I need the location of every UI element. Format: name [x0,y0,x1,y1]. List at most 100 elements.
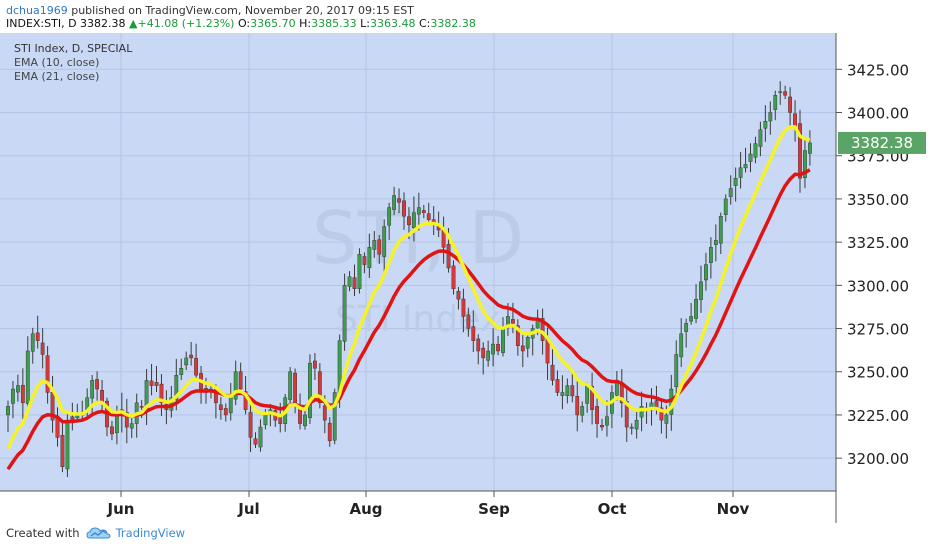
candle-body [768,112,773,122]
candle-body [634,419,639,430]
candle-body [421,210,426,213]
price-chart[interactable]: STI, D STI Index 3425.003400.003375.0033… [0,33,932,523]
candle-body [258,426,263,448]
footer: Created with TradingView [6,526,185,540]
close-value: 3382.38 [430,17,476,30]
high-label: H: [299,17,312,30]
candle-body [11,388,15,404]
candle-body [194,357,198,376]
candle-body [491,343,495,355]
candle-body [377,239,382,255]
candle-body [600,425,604,428]
candle-body [25,350,30,404]
candle-body [629,426,634,429]
candle-body [243,391,248,410]
candle-body [342,285,347,342]
tradingview-brand: TradingView [115,526,186,540]
candle-body [728,188,733,197]
tradingview-link[interactable]: TradingView [86,526,185,540]
price-tick-label: 3275.00 [847,321,909,339]
candle-body [347,276,352,287]
candle-body [313,360,317,369]
candle-body [426,213,431,220]
candle-body [35,332,40,341]
candle-body [65,419,70,470]
candle-body [595,406,599,424]
legend: STI Index, D, SPECIAL EMA (10, close) EM… [14,42,133,83]
candle-body [699,281,703,300]
legend-ema10: EMA (10, close) [14,56,99,69]
price-tick-label: 3200.00 [847,450,909,468]
candle-body [392,195,396,210]
candle-body [317,371,322,404]
candle-body [808,142,812,154]
candle-body [387,207,392,226]
price-tick-label: 3400.00 [847,105,909,123]
candle-body [694,298,698,319]
candle-body [95,379,100,390]
time-axis[interactable]: Jun Jul Aug Sep Oct Nov [107,491,750,518]
candle-body [322,405,327,421]
candle-body [129,423,134,429]
candle-body [481,347,486,359]
publish-info: published on TradingView.com, November 2… [67,4,414,17]
last-price-label-bg [838,131,926,154]
candle-body [263,414,268,426]
candle-body [238,371,243,390]
candle-body [798,123,802,179]
open-label: O: [237,17,251,30]
low-value: 3363.48 [369,17,416,30]
candle-body [278,417,283,424]
candle-body [773,95,778,110]
candle-body [575,396,580,416]
candle-body [303,414,307,427]
legend-ema21: EMA (21, close) [14,70,99,83]
candle-body [352,277,357,289]
candle-body [218,404,223,410]
time-tick-label: Nov [717,500,750,518]
candle-body [585,385,590,404]
candle-body [684,323,689,332]
candle-body [803,150,807,179]
candle-body [412,212,416,228]
candle-body [367,247,372,269]
price-tick-label: 3225.00 [847,407,909,425]
candle-body [733,177,738,186]
candle-body [753,143,758,158]
candle-body [397,198,401,203]
candle-body [511,319,515,324]
candle-body [486,350,491,361]
time-tick-label: Jul [237,500,259,518]
candle-body [223,408,228,416]
candle-body [154,382,159,386]
symbol-label: INDEX:STI, D [6,17,77,30]
candle-body [679,333,684,358]
candle-body [184,357,189,366]
time-tick-label: Jun [107,500,135,518]
candle-body [332,392,337,441]
grid-lines [0,33,836,491]
candle-body [793,113,797,127]
change-value: +41.08 (+1.23%) [137,17,235,30]
up-arrow-icon: ▲ [129,17,138,30]
last-price: 3382.38 [80,17,126,30]
candle-body [189,354,194,359]
candle-body [45,355,50,393]
candle-body [664,414,669,424]
candle-body [501,328,505,353]
candle-body [416,207,421,215]
last-price-label: 3382.38 [851,134,913,152]
candle-body [139,406,144,408]
created-with-label: Created with [6,526,80,540]
candle-body [520,345,525,352]
candle-body [570,385,575,397]
candle-body [590,386,595,410]
candle-body [382,226,387,257]
candle-body [550,364,555,381]
candle-body [743,164,748,169]
candle-body [659,407,664,421]
candle-body [560,392,565,396]
candle-body [723,198,728,215]
author-link[interactable]: dchua1969 [6,4,68,17]
candle-body [451,265,456,289]
